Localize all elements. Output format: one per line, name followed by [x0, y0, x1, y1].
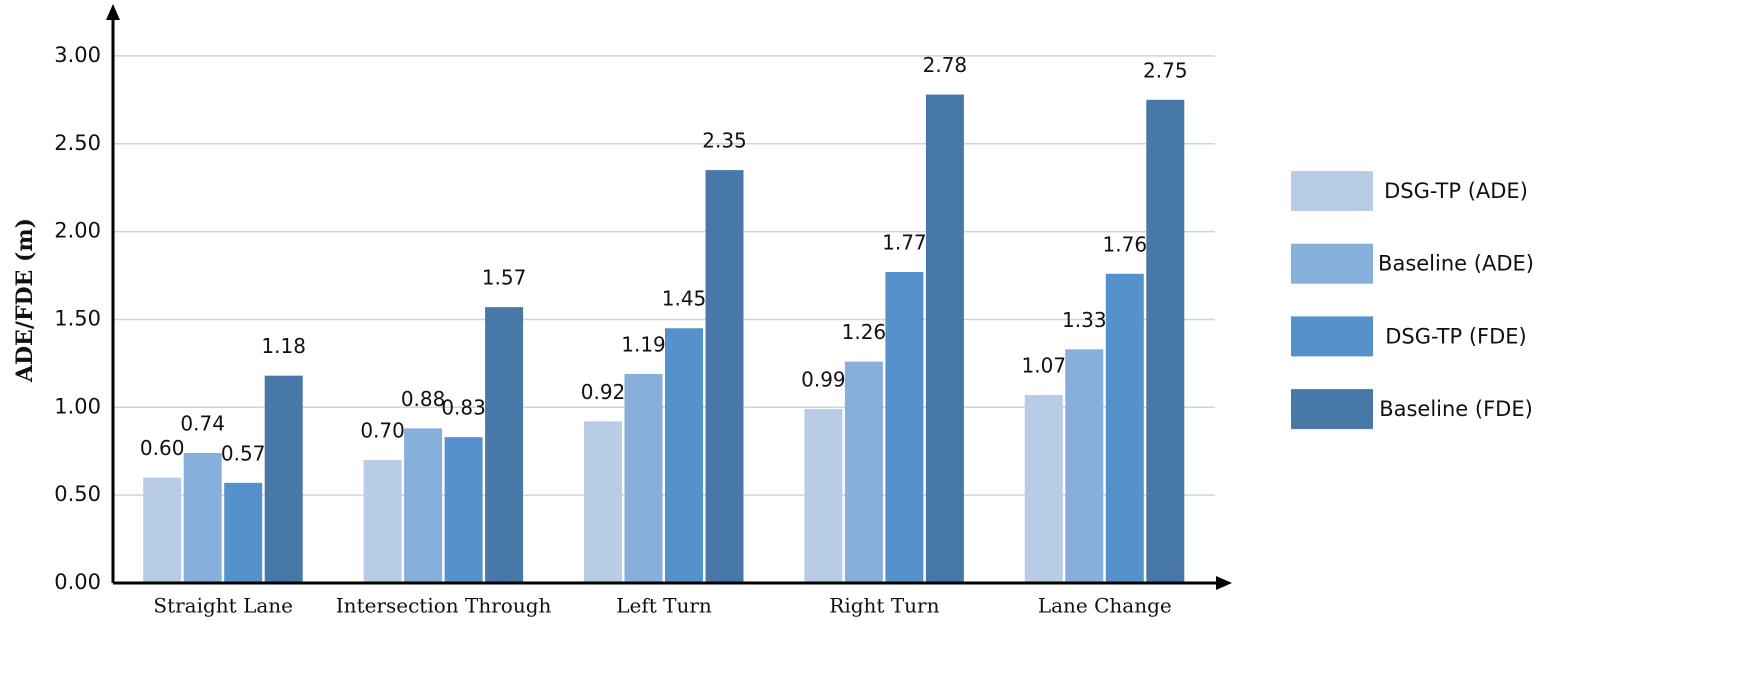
- value-label: 0.99: [801, 368, 846, 392]
- bar: [925, 94, 964, 583]
- bar: [183, 452, 222, 583]
- bar: [885, 272, 924, 583]
- value-label: 0.70: [360, 419, 405, 443]
- value-label: 1.76: [1103, 232, 1148, 256]
- value-label: 0.60: [140, 436, 185, 460]
- y-tick-label: 0.00: [54, 570, 101, 594]
- bar: [1146, 99, 1185, 583]
- bar: [485, 307, 524, 583]
- value-label: 1.19: [621, 332, 666, 356]
- bar: [804, 409, 843, 583]
- legend-swatch: [1291, 243, 1373, 284]
- bar: [584, 421, 622, 583]
- value-label: 1.33: [1062, 308, 1107, 332]
- value-label: 1.57: [482, 266, 527, 290]
- value-label: 0.57: [221, 441, 266, 465]
- value-label: 0.74: [180, 411, 225, 435]
- value-label: 2.78: [923, 53, 968, 77]
- legend-label: DSG-TP (FDE): [1385, 324, 1527, 348]
- legend-swatch: [1291, 171, 1373, 211]
- bar: [1105, 273, 1144, 583]
- legend-label: Baseline (FDE): [1379, 397, 1533, 421]
- y-axis-arrow: [106, 4, 120, 20]
- bar: [143, 477, 182, 583]
- value-label: 1.45: [662, 287, 707, 311]
- value-label: 0.92: [581, 380, 626, 404]
- x-tick-label: Lane Change: [1038, 594, 1172, 618]
- bars: [143, 94, 1185, 584]
- bar: [404, 428, 443, 583]
- y-tick-label: 3.00: [54, 43, 101, 67]
- value-label: 1.77: [882, 231, 927, 255]
- y-tick-label: 1.00: [54, 394, 101, 418]
- bar: [264, 375, 303, 583]
- x-tick-label: Left Turn: [616, 594, 712, 618]
- bar: [1065, 349, 1104, 583]
- x-tick-label: Straight Lane: [153, 594, 293, 618]
- value-label: 1.07: [1022, 354, 1067, 378]
- value-label: 0.88: [401, 387, 446, 411]
- bar: [363, 460, 402, 583]
- value-label: 0.83: [441, 396, 486, 420]
- bar: [1024, 395, 1063, 583]
- y-tick-label: 2.50: [54, 131, 101, 155]
- bar: [844, 361, 883, 583]
- x-tick-label: Right Turn: [829, 594, 939, 618]
- x-axis-arrow: [1216, 576, 1232, 590]
- value-label: 2.75: [1143, 58, 1188, 82]
- y-tick-label: 0.50: [54, 482, 101, 506]
- bar: [705, 170, 744, 584]
- bar: [224, 482, 263, 583]
- bar: [624, 373, 663, 583]
- x-tick-label: Intersection Through: [336, 594, 552, 618]
- bar: [665, 328, 703, 583]
- legend-label: DSG-TP (ADE): [1384, 179, 1528, 203]
- value-label: 2.35: [702, 129, 747, 153]
- bar: [444, 437, 483, 583]
- y-axis-title: ADE/FDE (m): [12, 218, 38, 383]
- legend-swatch: [1291, 389, 1373, 430]
- y-tick-label: 1.50: [54, 306, 101, 330]
- value-label: 1.18: [261, 334, 306, 358]
- value-label: 1.26: [842, 320, 887, 344]
- legend-swatch: [1291, 316, 1373, 357]
- legend-label: Baseline (ADE): [1378, 252, 1534, 276]
- y-tick-label: 2.00: [54, 219, 101, 243]
